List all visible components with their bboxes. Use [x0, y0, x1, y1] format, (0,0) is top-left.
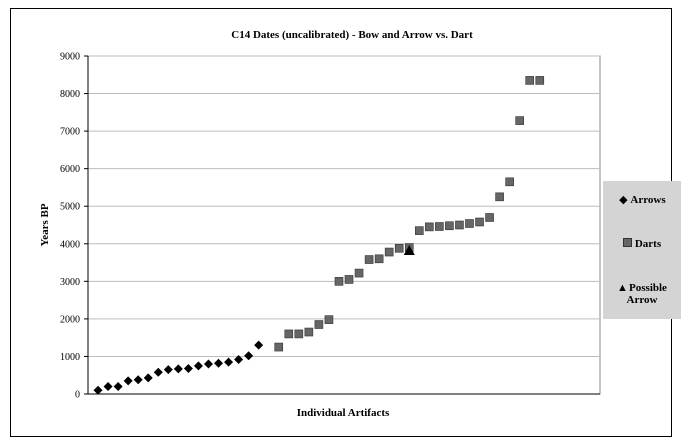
point-darts: [445, 221, 454, 231]
point-darts: [485, 213, 494, 222]
point-darts: [535, 76, 545, 85]
y-tick-label: 5000: [60, 202, 80, 213]
point-darts: [304, 327, 314, 337]
legend-label-possible-line1: Possible: [629, 282, 667, 294]
point-darts: [344, 275, 354, 284]
point-arrows: [224, 357, 234, 367]
point-darts: [334, 277, 344, 286]
point-darts: [274, 342, 284, 352]
point-darts: [435, 222, 444, 231]
point-arrows: [244, 351, 254, 361]
y-tick-label: 6000: [60, 164, 80, 175]
legend-item-darts: Darts: [603, 238, 681, 250]
point-darts: [515, 116, 524, 125]
legend-item-possible-arrow: ▲Possible Arrow: [603, 282, 681, 306]
square-icon: [623, 238, 633, 250]
legend-label-darts: Darts: [634, 238, 662, 250]
point-arrows: [254, 340, 264, 350]
point-darts: [324, 315, 334, 324]
x-axis-label: Individual Artifacts: [297, 407, 390, 419]
y-tick-label: 0: [75, 390, 80, 401]
y-tick-label: 4000: [60, 239, 80, 250]
y-axis-label: Years BP: [39, 203, 51, 246]
y-tick-label: 1000: [60, 352, 80, 363]
y-tick-label: 3000: [60, 277, 80, 288]
point-arrows: [103, 381, 113, 391]
point-arrows: [163, 365, 173, 375]
point-arrows: [214, 358, 224, 368]
point-darts: [455, 220, 464, 230]
point-arrows: [173, 364, 183, 374]
legend-label-arrows: Arrows: [630, 194, 666, 206]
point-darts: [505, 177, 514, 187]
point-arrows: [234, 354, 244, 364]
legend: ◆ Arrows Darts ▲Possible Arrow: [603, 181, 681, 319]
point-darts: [475, 217, 484, 227]
point-darts: [414, 226, 424, 235]
plot-area: [87, 55, 601, 395]
point-darts: [495, 192, 504, 202]
point-arrows: [153, 367, 163, 377]
y-tick-label: 2000: [60, 314, 80, 325]
point-darts: [284, 329, 294, 339]
y-tick-label: 9000: [60, 52, 80, 63]
triangle-icon: ▲: [617, 282, 628, 294]
data-points: [93, 76, 545, 395]
point-arrows: [183, 363, 193, 373]
point-darts: [354, 268, 364, 278]
point-darts: [525, 76, 535, 85]
point-darts: [465, 219, 474, 228]
point-darts: [394, 243, 404, 253]
gridlines: [88, 55, 600, 357]
point-arrows: [93, 385, 103, 395]
point-arrows: [203, 359, 213, 369]
point-darts: [425, 222, 434, 232]
legend-label-possible-line2: Arrow: [626, 294, 658, 306]
point-darts: [384, 247, 394, 257]
y-tick-label: 8000: [60, 89, 80, 100]
point-arrows: [123, 376, 133, 386]
point-arrows: [193, 361, 203, 371]
legend-item-arrows: ◆ Arrows: [603, 194, 681, 206]
point-possible-arrow: [403, 245, 415, 255]
point-darts: [294, 329, 304, 339]
diamond-icon: ◆: [619, 194, 628, 206]
point-darts: [364, 255, 374, 264]
point-darts: [314, 320, 324, 329]
chart-title: C14 Dates (uncalibrated) - Bow and Arrow…: [231, 29, 473, 41]
y-axis-ticks: 0 1000 2000 3000 4000 5000 6000 7000 8000 9000: [60, 52, 600, 401]
y-tick-label: 7000: [60, 127, 80, 138]
point-arrows: [133, 375, 143, 385]
point-arrows: [113, 381, 123, 391]
point-arrows: [143, 373, 153, 383]
point-darts: [374, 254, 384, 264]
